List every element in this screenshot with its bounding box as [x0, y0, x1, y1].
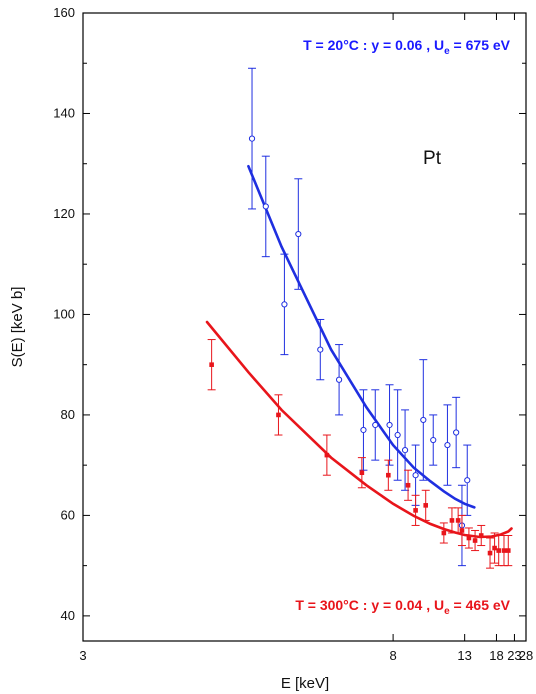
data-points: [207, 67, 513, 569]
data-point: [496, 548, 502, 553]
x-tick-label: 18: [489, 648, 503, 663]
y-axis-title: S(E) [keV b]: [9, 287, 26, 368]
data-point: [453, 429, 460, 436]
data-point: [412, 472, 419, 479]
x-tick-label: 28: [519, 648, 533, 663]
y-tick-label: 120: [53, 206, 75, 221]
y-tick-label: 100: [53, 306, 75, 321]
data-point: [441, 530, 447, 536]
data-point: [281, 301, 288, 308]
data-point: [466, 535, 472, 541]
data-point: [248, 135, 256, 142]
plot-frame: [82, 12, 527, 642]
data-point: [295, 230, 302, 238]
y-tick-label: 140: [53, 105, 75, 120]
data-point: [501, 548, 507, 553]
y-tick-label: 160: [53, 5, 75, 20]
data-point: [394, 431, 401, 439]
data-point: [401, 446, 409, 454]
data-point: [444, 441, 451, 449]
data-point: [413, 508, 418, 513]
data-point: [455, 518, 461, 523]
data-point: [324, 452, 330, 458]
x-tick-label: 23: [507, 648, 521, 663]
data-point: [360, 426, 367, 434]
y-tick-label: 40: [61, 608, 75, 623]
x-tick-label: 3: [79, 648, 86, 663]
data-point: [478, 533, 484, 538]
data-point: [386, 421, 393, 429]
x-tick-label: 13: [457, 648, 471, 663]
fit-curve-0: [247, 164, 476, 509]
data-point: [335, 376, 343, 383]
data-point: [372, 421, 379, 429]
y-axis-ticks: 40 60 80 100 120 140 160: [53, 5, 526, 623]
annotation-bottom: T = 300°C : y = 0.04 , Ue = 465 eV: [295, 597, 510, 617]
x-axis-title: E [keV]: [281, 675, 329, 692]
data-point: [359, 470, 365, 475]
annotation-top: T = 20°C : y = 0.06 , Ue = 675 eV: [303, 37, 511, 57]
data-point: [386, 472, 391, 478]
element-label: Pt: [423, 148, 442, 169]
data-point: [420, 416, 427, 424]
data-point: [487, 550, 493, 556]
data-point: [505, 548, 511, 553]
data-point: [430, 436, 437, 444]
data-point: [423, 503, 429, 508]
data-point: [276, 412, 281, 418]
data-point: [405, 482, 411, 488]
data-point: [317, 346, 324, 353]
data-point: [492, 545, 497, 551]
x-tick-label: 8: [389, 648, 396, 663]
data-point: [459, 528, 465, 533]
data-point: [262, 203, 269, 210]
data-point: [209, 362, 214, 367]
y-tick-label: 60: [61, 507, 75, 522]
data-point: [472, 538, 478, 543]
data-point: [464, 477, 471, 484]
data-point: [449, 518, 455, 523]
y-tick-label: 80: [61, 407, 75, 422]
